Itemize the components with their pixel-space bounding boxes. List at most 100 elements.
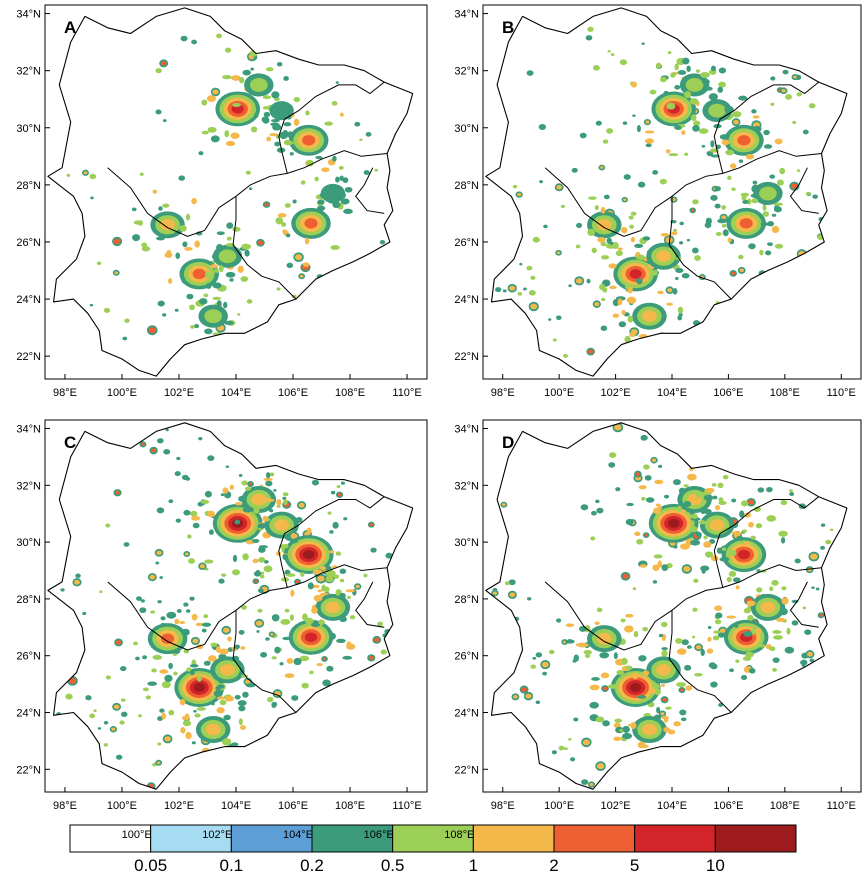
hotspot-satellite [162,203,170,208]
hotspot-satellite [231,75,241,81]
hotspot-satellite [735,585,740,590]
hotspot-satellite [232,554,238,563]
hotspot-satellite [244,486,252,491]
emission-spot [695,69,701,73]
hotspot-satellite [661,647,668,651]
emission-spot [683,566,691,572]
hotspot-satellite [190,325,195,329]
emission-spot [99,590,103,594]
hotspot-satellite [240,646,246,650]
hotspot-satellite [204,559,214,564]
emission-spot [326,665,334,672]
emission-spot [192,638,199,644]
hotspot-satellite [744,651,754,658]
hotspot-satellite [624,335,631,343]
hotspot [708,103,726,118]
hotspot-satellite [732,111,742,118]
emission-spot [535,700,541,705]
hotspot-satellite [637,695,647,699]
hotspot [220,664,235,676]
emission-spot [748,243,756,250]
emission-spot [733,119,739,125]
hotspot-satellite [313,594,323,602]
hotspot-satellite [284,673,295,679]
hotspot-satellite [675,267,684,274]
emission-spot [157,742,162,746]
emission-spot [636,538,644,545]
hotspot-satellite [652,269,658,276]
hotspot-satellite [773,202,784,206]
emission-spot [517,292,523,296]
emission-spot [183,509,191,516]
hotspot-satellite [691,247,699,254]
emission-spot [596,607,603,613]
emission-spot [508,579,516,586]
emission-spot [691,209,694,212]
lat-tick-label: 30°N [16,537,41,549]
hotspot-satellite [736,535,743,540]
hotspot-satellite [766,515,777,522]
emission-spot [133,641,139,646]
emission-spot [253,570,262,577]
hotspot-satellite [276,62,283,67]
emission-spot [808,103,816,109]
emission-spot [103,721,109,725]
colorbar-overlay-tick-label: 104°E [283,829,313,841]
hotspot-satellite [161,681,171,689]
emission-spot [124,318,130,323]
lon-tick-label: 108°E [770,800,800,812]
hotspot-satellite [762,204,767,211]
hotspot-satellite [776,179,784,186]
hotspot [304,218,318,229]
hotspot [629,683,642,692]
hotspot-satellite [636,254,646,261]
emission-spot [771,579,779,586]
emission-spot [620,618,626,623]
emission-spot [560,204,565,209]
hotspot-satellite [216,707,225,714]
emission-spot [370,547,377,553]
hotspot-satellite [270,122,280,127]
hotspot-satellite [738,95,748,101]
hotspot-satellite [700,508,706,515]
hotspot-satellite [725,149,735,156]
hotspot-satellite [754,628,762,634]
colorbar-label: 0.1 [220,856,244,875]
emission-spot [651,458,657,462]
emission-spot [568,284,572,288]
emission-spot [495,287,502,293]
hotspot-satellite [704,551,714,558]
emission-spot [185,609,191,613]
hotspot-satellite [229,278,234,282]
hotspot-satellite [717,482,724,489]
emission-spot [809,658,815,663]
emission-spot [149,574,156,580]
emission-spot [184,552,189,556]
hotspot-satellite [616,669,624,676]
hotspot-satellite [668,153,679,157]
emission-spot [289,152,294,156]
hotspot-satellite [634,243,644,248]
lon-tick-label: 102°E [164,800,194,812]
lon-tick-label: 108°E [770,387,800,399]
hotspot-satellite [281,222,287,227]
hotspot-satellite [299,655,310,662]
hotspot-satellite [338,165,344,170]
emission-spot [155,561,160,565]
hotspot-satellite [636,125,641,133]
province-border [107,150,388,237]
hotspot-satellite [343,208,353,215]
emission-spot [70,679,75,683]
hotspot-satellite [711,154,720,158]
colorbar-swatch [472,824,555,853]
emission-spot [596,763,605,770]
emission-spot [156,507,165,514]
hotspot-satellite [624,625,634,633]
hotspot-satellite [215,646,221,653]
hotspot [160,219,175,231]
hotspot-satellite [595,716,605,723]
emission-spot [335,551,342,556]
emission-spot [667,51,672,55]
emission-spot [523,287,527,291]
emission-spot [284,203,291,208]
